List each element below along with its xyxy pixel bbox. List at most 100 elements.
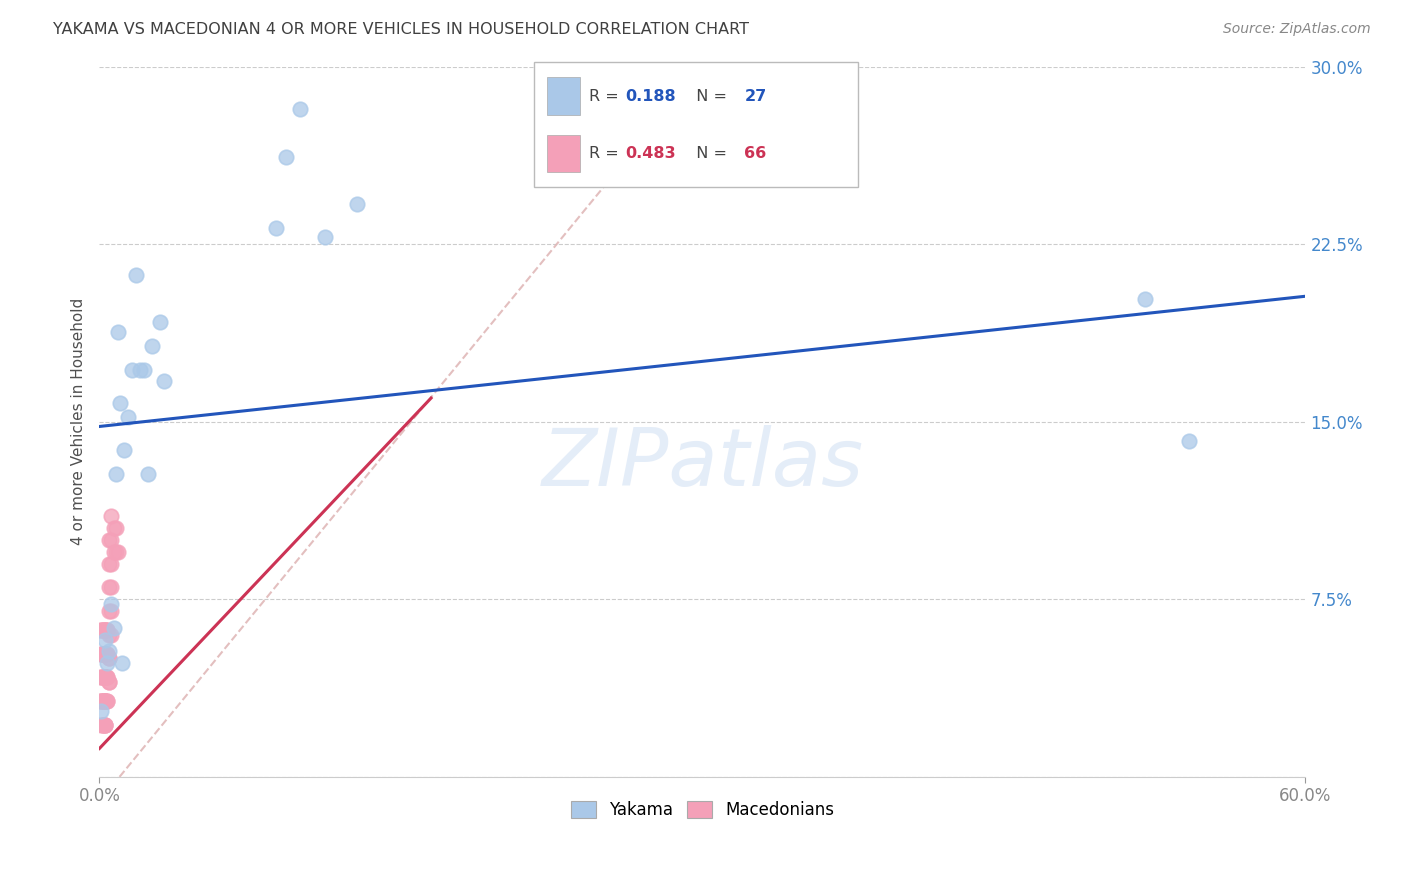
Point: [90, 647, 112, 661]
Point: [117, 409, 139, 424]
Point: [104, 467, 127, 481]
Point: [100, 557, 122, 571]
Text: R =: R =: [589, 88, 624, 103]
Point: [93, 647, 115, 661]
Point: [149, 315, 172, 329]
Point: [93, 670, 115, 684]
Point: [94, 718, 117, 732]
Point: [290, 102, 312, 116]
Point: [96, 623, 118, 637]
Point: [98, 581, 121, 595]
Point: [141, 339, 163, 353]
Point: [100, 581, 122, 595]
Point: [1178, 434, 1201, 448]
Text: YAKAMA VS MACEDONIAN 4 OR MORE VEHICLES IN HOUSEHOLD CORRELATION CHART: YAKAMA VS MACEDONIAN 4 OR MORE VEHICLES …: [53, 22, 749, 37]
Point: [107, 325, 129, 339]
Point: [98, 651, 121, 665]
Point: [96, 694, 118, 708]
Text: N =: N =: [686, 88, 733, 103]
Point: [94, 694, 117, 708]
Point: [112, 443, 135, 458]
Point: [93, 694, 115, 708]
Point: [104, 545, 127, 559]
Point: [103, 521, 125, 535]
Point: [96, 647, 118, 661]
Point: [93, 670, 115, 684]
Text: Source: ZipAtlas.com: Source: ZipAtlas.com: [1223, 22, 1371, 37]
FancyBboxPatch shape: [534, 62, 858, 187]
Point: [98, 557, 121, 571]
Point: [93, 694, 115, 708]
Point: [90, 670, 112, 684]
Point: [100, 628, 122, 642]
Text: ZIPatlas: ZIPatlas: [541, 425, 863, 503]
Point: [94, 718, 117, 732]
Text: R =: R =: [589, 146, 624, 161]
Point: [94, 670, 117, 684]
Text: 66: 66: [745, 146, 766, 161]
Point: [107, 545, 129, 559]
Point: [108, 396, 131, 410]
Point: [346, 197, 368, 211]
Y-axis label: 4 or more Vehicles in Household: 4 or more Vehicles in Household: [72, 298, 86, 545]
Point: [98, 675, 121, 690]
Point: [98, 628, 121, 642]
Point: [100, 597, 122, 611]
Point: [103, 545, 125, 559]
Point: [94, 694, 117, 708]
Point: [94, 632, 117, 647]
Point: [93, 647, 115, 661]
Point: [94, 647, 117, 661]
Point: [94, 647, 117, 661]
Point: [96, 694, 118, 708]
Point: [98, 533, 121, 548]
Point: [100, 509, 122, 524]
Point: [94, 694, 117, 708]
Point: [152, 375, 174, 389]
Point: [98, 644, 121, 658]
Point: [98, 675, 121, 690]
Point: [90, 694, 112, 708]
Point: [94, 670, 117, 684]
Point: [100, 533, 122, 548]
Text: N =: N =: [686, 146, 733, 161]
Point: [94, 718, 117, 732]
Point: [90, 694, 112, 708]
Point: [104, 521, 127, 535]
Point: [93, 718, 115, 732]
Point: [121, 362, 143, 376]
Text: 27: 27: [745, 88, 766, 103]
Point: [94, 670, 117, 684]
Point: [276, 150, 298, 164]
Point: [93, 623, 115, 637]
Point: [94, 647, 117, 661]
Point: [94, 623, 117, 637]
Point: [132, 362, 155, 376]
Point: [100, 604, 122, 618]
Point: [96, 657, 118, 671]
Point: [314, 230, 336, 244]
Point: [93, 718, 115, 732]
Text: 0.188: 0.188: [624, 88, 675, 103]
Point: [94, 670, 117, 684]
Point: [266, 220, 288, 235]
Point: [96, 670, 118, 684]
Point: [124, 268, 146, 282]
Point: [98, 604, 121, 618]
Point: [96, 623, 118, 637]
Point: [90, 647, 112, 661]
Point: [90, 694, 112, 708]
Bar: [547, 135, 579, 172]
Point: [94, 623, 117, 637]
Point: [128, 362, 150, 376]
Point: [94, 623, 117, 637]
Point: [96, 647, 118, 661]
Point: [90, 718, 112, 732]
Point: [136, 467, 159, 481]
Point: [90, 670, 112, 684]
Point: [1133, 292, 1156, 306]
Legend: Yakama, Macedonians: Yakama, Macedonians: [564, 794, 841, 825]
Point: [110, 657, 132, 671]
Point: [96, 670, 118, 684]
Point: [94, 694, 117, 708]
